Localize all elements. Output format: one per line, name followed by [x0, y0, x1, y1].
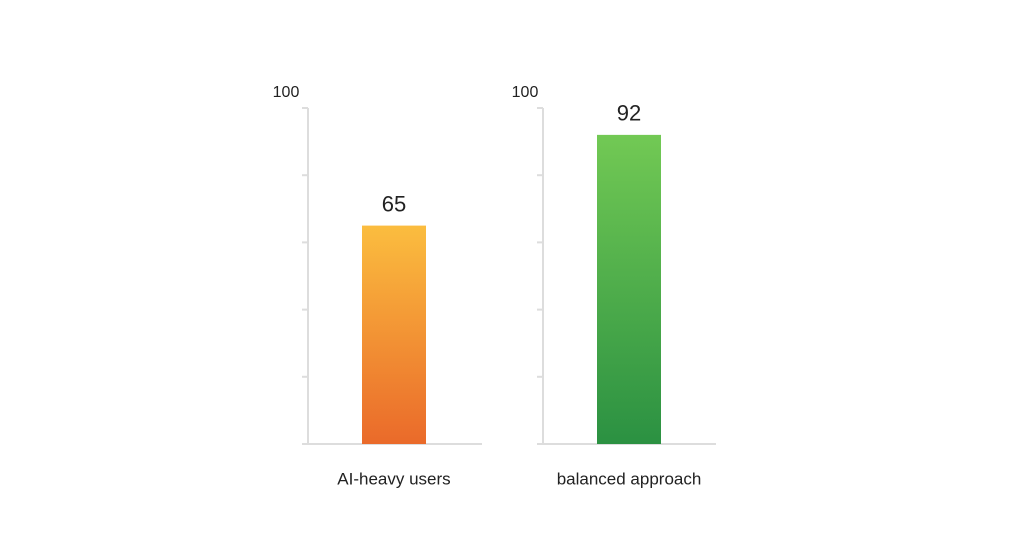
x-tick-label: balanced approach	[557, 469, 702, 488]
x-tick-label: AI-heavy users	[337, 469, 450, 488]
value-label: 92	[617, 101, 641, 126]
bar	[597, 134, 661, 444]
bar	[362, 225, 426, 444]
y-tick-label: 100	[273, 84, 300, 101]
y-tick-label: 100	[512, 84, 539, 101]
value-label: 65	[382, 191, 406, 216]
